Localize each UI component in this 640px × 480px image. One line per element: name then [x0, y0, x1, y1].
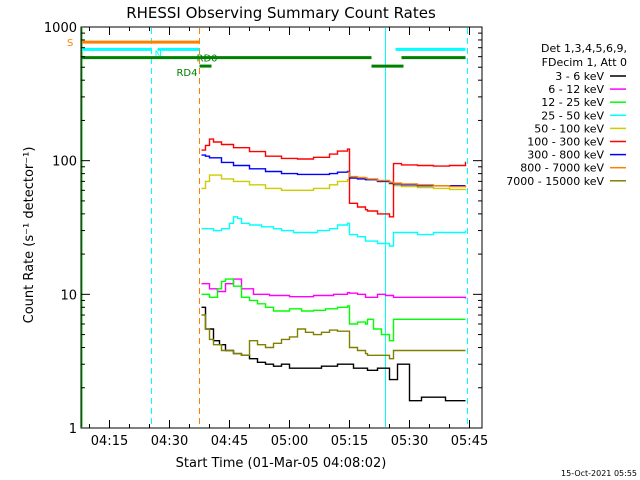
- legend-label-100-300-kev: 100 - 300 keV: [527, 136, 604, 149]
- legend-label-800-7000-kev: 800 - 7000 keV: [520, 162, 604, 175]
- flag-label-rd0: RD0: [197, 54, 218, 65]
- series-line-800-7000-kev: [347, 171, 467, 188]
- legend-label-7000-15000-kev: 7000 - 15000 keV: [506, 175, 604, 188]
- legend-label-300-800-kev: 300 - 800 keV: [527, 149, 604, 162]
- plot-frame: [80, 26, 483, 429]
- x-tick-label: 04:45: [211, 434, 248, 449]
- x-tick-label: 05:15: [331, 434, 368, 449]
- series-lines: [201, 138, 467, 402]
- flag-label-rd4: RD4: [176, 68, 197, 79]
- y-axis-ticks: 1 10 100 1000: [44, 21, 482, 437]
- series-line-6-12-kev: [201, 278, 467, 299]
- series-line-100-300-kev: [201, 138, 467, 218]
- series-line-12-25-kev: [201, 278, 466, 342]
- x-tick-label: 04:30: [151, 434, 188, 449]
- legend-label-6-12-kev: 6 - 12 keV: [548, 83, 604, 96]
- x-tick-label: 05:45: [451, 434, 488, 449]
- series-line-25-50-kev: [201, 216, 467, 247]
- legend-label-3-6-kev: 3 - 6 keV: [555, 70, 604, 83]
- legend-label-25-50-kev: 25 - 50 keV: [541, 109, 604, 122]
- series-line-7000-15000-kev: [201, 314, 466, 360]
- x-tick-label: 04:15: [91, 434, 128, 449]
- legend: Det 1,3,4,5,6,9, FDecim 1, Att 0 3 - 6 k…: [506, 42, 627, 188]
- x-axis-label: Start Time (01-Mar-05 04:08:02): [176, 456, 387, 471]
- vertical-markers: [81, 28, 468, 427]
- y-tick-label: 1000: [44, 21, 77, 36]
- flag-label-n: N: [155, 49, 162, 60]
- legend-label-12-25-kev: 12 - 25 keV: [541, 96, 604, 109]
- y-tick-label: 1: [69, 422, 77, 437]
- y-tick-label: 10: [60, 288, 77, 303]
- y-tick-label: 100: [52, 155, 77, 170]
- legend-label-50-100-kev: 50 - 100 keV: [534, 122, 604, 135]
- x-axis-ticks: 04:15 04:30 04:45 05:00 05:15 05:30 05:45: [89, 27, 488, 449]
- legend-header-line-2: FDecim 1, Att 0: [542, 56, 627, 69]
- series-line-50-100-kev: [201, 174, 467, 191]
- chart-title: RHESSI Observing Summary Count Rates: [126, 4, 436, 22]
- x-tick-label: 05:00: [271, 434, 308, 449]
- x-tick-label: 05:30: [391, 434, 428, 449]
- legend-header-line-1: Det 1,3,4,5,6,9,: [541, 42, 627, 55]
- y-axis-label: Count Rate (s⁻¹ detector⁻¹): [22, 147, 37, 324]
- timestamp: 15-Oct-2021 05:55: [561, 469, 637, 478]
- flag-label-s: S: [67, 38, 73, 49]
